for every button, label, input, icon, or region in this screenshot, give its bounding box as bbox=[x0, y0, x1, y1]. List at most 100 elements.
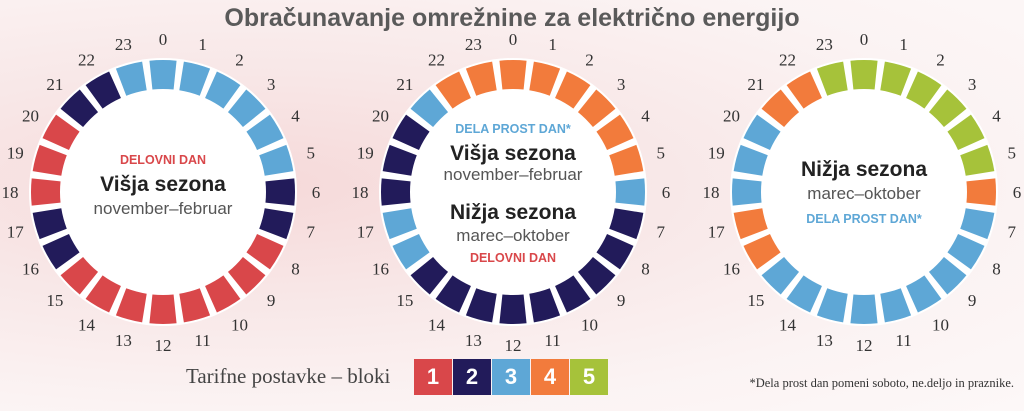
hour-segment-10 bbox=[555, 275, 591, 313]
hour-number: 23 bbox=[816, 35, 833, 54]
clock-label: Višja sezona bbox=[100, 173, 226, 196]
legend-block-4: 4 bbox=[531, 359, 569, 395]
hour-segment-5 bbox=[609, 144, 644, 176]
hour-number: 9 bbox=[267, 291, 276, 310]
hour-number: 9 bbox=[617, 291, 626, 310]
hour-number: 1 bbox=[899, 35, 908, 54]
hour-number: 12 bbox=[505, 336, 522, 355]
clock-label: marec–oktober bbox=[456, 226, 570, 245]
hour-number: 7 bbox=[657, 223, 666, 242]
clock-label: november–februar bbox=[94, 199, 233, 218]
hour-number: 22 bbox=[779, 50, 796, 69]
hour-segment-20 bbox=[392, 114, 430, 150]
hour-segment-18 bbox=[31, 178, 61, 206]
hour-number: 14 bbox=[779, 316, 797, 335]
hour-segment-20 bbox=[743, 114, 781, 150]
hour-number: 22 bbox=[428, 50, 445, 69]
hour-number: 20 bbox=[372, 107, 389, 126]
hour-segment-3 bbox=[227, 89, 266, 128]
hour-segment-8 bbox=[947, 234, 985, 270]
hour-number: 21 bbox=[46, 75, 63, 94]
hour-segment-18 bbox=[381, 178, 411, 206]
hour-segment-0 bbox=[149, 60, 177, 90]
hour-number: 3 bbox=[617, 75, 626, 94]
hour-segment-23 bbox=[465, 61, 497, 96]
clock-3: 0 1234567891011121314151617181920212223Ni… bbox=[703, 30, 1022, 355]
hour-segment-12 bbox=[149, 294, 177, 324]
hour-segment-12 bbox=[499, 294, 527, 324]
hour-segment-21 bbox=[410, 89, 449, 128]
hour-segment-11 bbox=[179, 288, 211, 323]
hour-segment-11 bbox=[880, 288, 912, 323]
clock-face bbox=[730, 58, 998, 326]
hour-number: 13 bbox=[115, 331, 132, 350]
hour-number: 4 bbox=[641, 107, 650, 126]
hour-segment-17 bbox=[382, 208, 417, 240]
hour-segment-6 bbox=[966, 178, 997, 206]
legend-label: Tarifne postavke – bloki bbox=[186, 364, 391, 388]
hour-number: 4 bbox=[291, 107, 300, 126]
hour-segment-7 bbox=[960, 208, 995, 240]
hour-segment-15 bbox=[761, 256, 800, 295]
hour-segment-18 bbox=[732, 178, 762, 206]
hour-number: 16 bbox=[723, 260, 740, 279]
hour-segment-19 bbox=[382, 144, 417, 176]
hour-segment-21 bbox=[761, 89, 800, 128]
hour-number: 11 bbox=[544, 331, 560, 350]
hour-segment-0 bbox=[499, 60, 527, 90]
hour-number: 3 bbox=[968, 75, 977, 94]
hour-segment-10 bbox=[205, 275, 241, 313]
clock-1: 0 1234567891011121314151617181920212223DE… bbox=[2, 30, 321, 355]
hour-segment-12 bbox=[850, 294, 878, 324]
hour-number: 13 bbox=[816, 331, 833, 350]
clock-label: Nižja sezona bbox=[450, 201, 576, 224]
hour-number: 23 bbox=[465, 35, 482, 54]
hour-number: 14 bbox=[78, 316, 96, 335]
page-title: Obračunavanje omrežnine za električno en… bbox=[224, 4, 800, 32]
clock-face bbox=[29, 58, 297, 326]
clock-face bbox=[379, 58, 647, 326]
hour-number: 11 bbox=[895, 331, 911, 350]
hour-segment-3 bbox=[928, 89, 967, 128]
legend-block-3: 3 bbox=[492, 359, 530, 395]
hour-segment-7 bbox=[259, 208, 294, 240]
hour-number: 16 bbox=[22, 260, 39, 279]
legend-block-1: 1 bbox=[414, 359, 452, 395]
hour-number: 23 bbox=[115, 35, 132, 54]
hour-segment-8 bbox=[596, 234, 634, 270]
hour-number: 8 bbox=[291, 260, 300, 279]
hour-segment-16 bbox=[743, 234, 781, 270]
hour-number: 2 bbox=[936, 50, 945, 69]
clock-label: Višja sezona bbox=[450, 142, 576, 165]
legend-block-2: 2 bbox=[453, 359, 491, 395]
hour-number: 11 bbox=[194, 331, 210, 350]
hour-segment-1 bbox=[179, 61, 211, 96]
hour-segment-3 bbox=[577, 89, 616, 128]
hour-segment-10 bbox=[906, 275, 942, 313]
hour-number: 2 bbox=[585, 50, 594, 69]
legend-block-5: 5 bbox=[570, 359, 608, 395]
hour-segment-2 bbox=[906, 71, 942, 109]
hour-number: 4 bbox=[992, 107, 1001, 126]
hour-segment-9 bbox=[577, 256, 616, 295]
hour-number: 6 bbox=[1013, 183, 1022, 202]
hour-number: 19 bbox=[708, 143, 725, 162]
hour-number: 19 bbox=[357, 143, 374, 162]
hour-segment-14 bbox=[435, 275, 471, 313]
hour-segment-17 bbox=[32, 208, 67, 240]
hour-segment-4 bbox=[246, 114, 284, 150]
hour-segment-2 bbox=[205, 71, 241, 109]
hour-number: 20 bbox=[723, 107, 740, 126]
hour-number: 10 bbox=[581, 316, 598, 335]
hour-segment-0 bbox=[850, 60, 878, 90]
hour-number: 17 bbox=[708, 223, 726, 242]
hour-segment-5 bbox=[960, 144, 995, 176]
hour-number: 18 bbox=[703, 183, 720, 202]
hour-number: 0 bbox=[860, 30, 869, 49]
hour-segment-15 bbox=[410, 256, 449, 295]
hour-segment-6 bbox=[265, 178, 296, 206]
hour-segment-6 bbox=[615, 178, 645, 206]
clock-label: DELA PROST DAN* bbox=[455, 122, 571, 136]
hour-number: 5 bbox=[1008, 143, 1017, 162]
